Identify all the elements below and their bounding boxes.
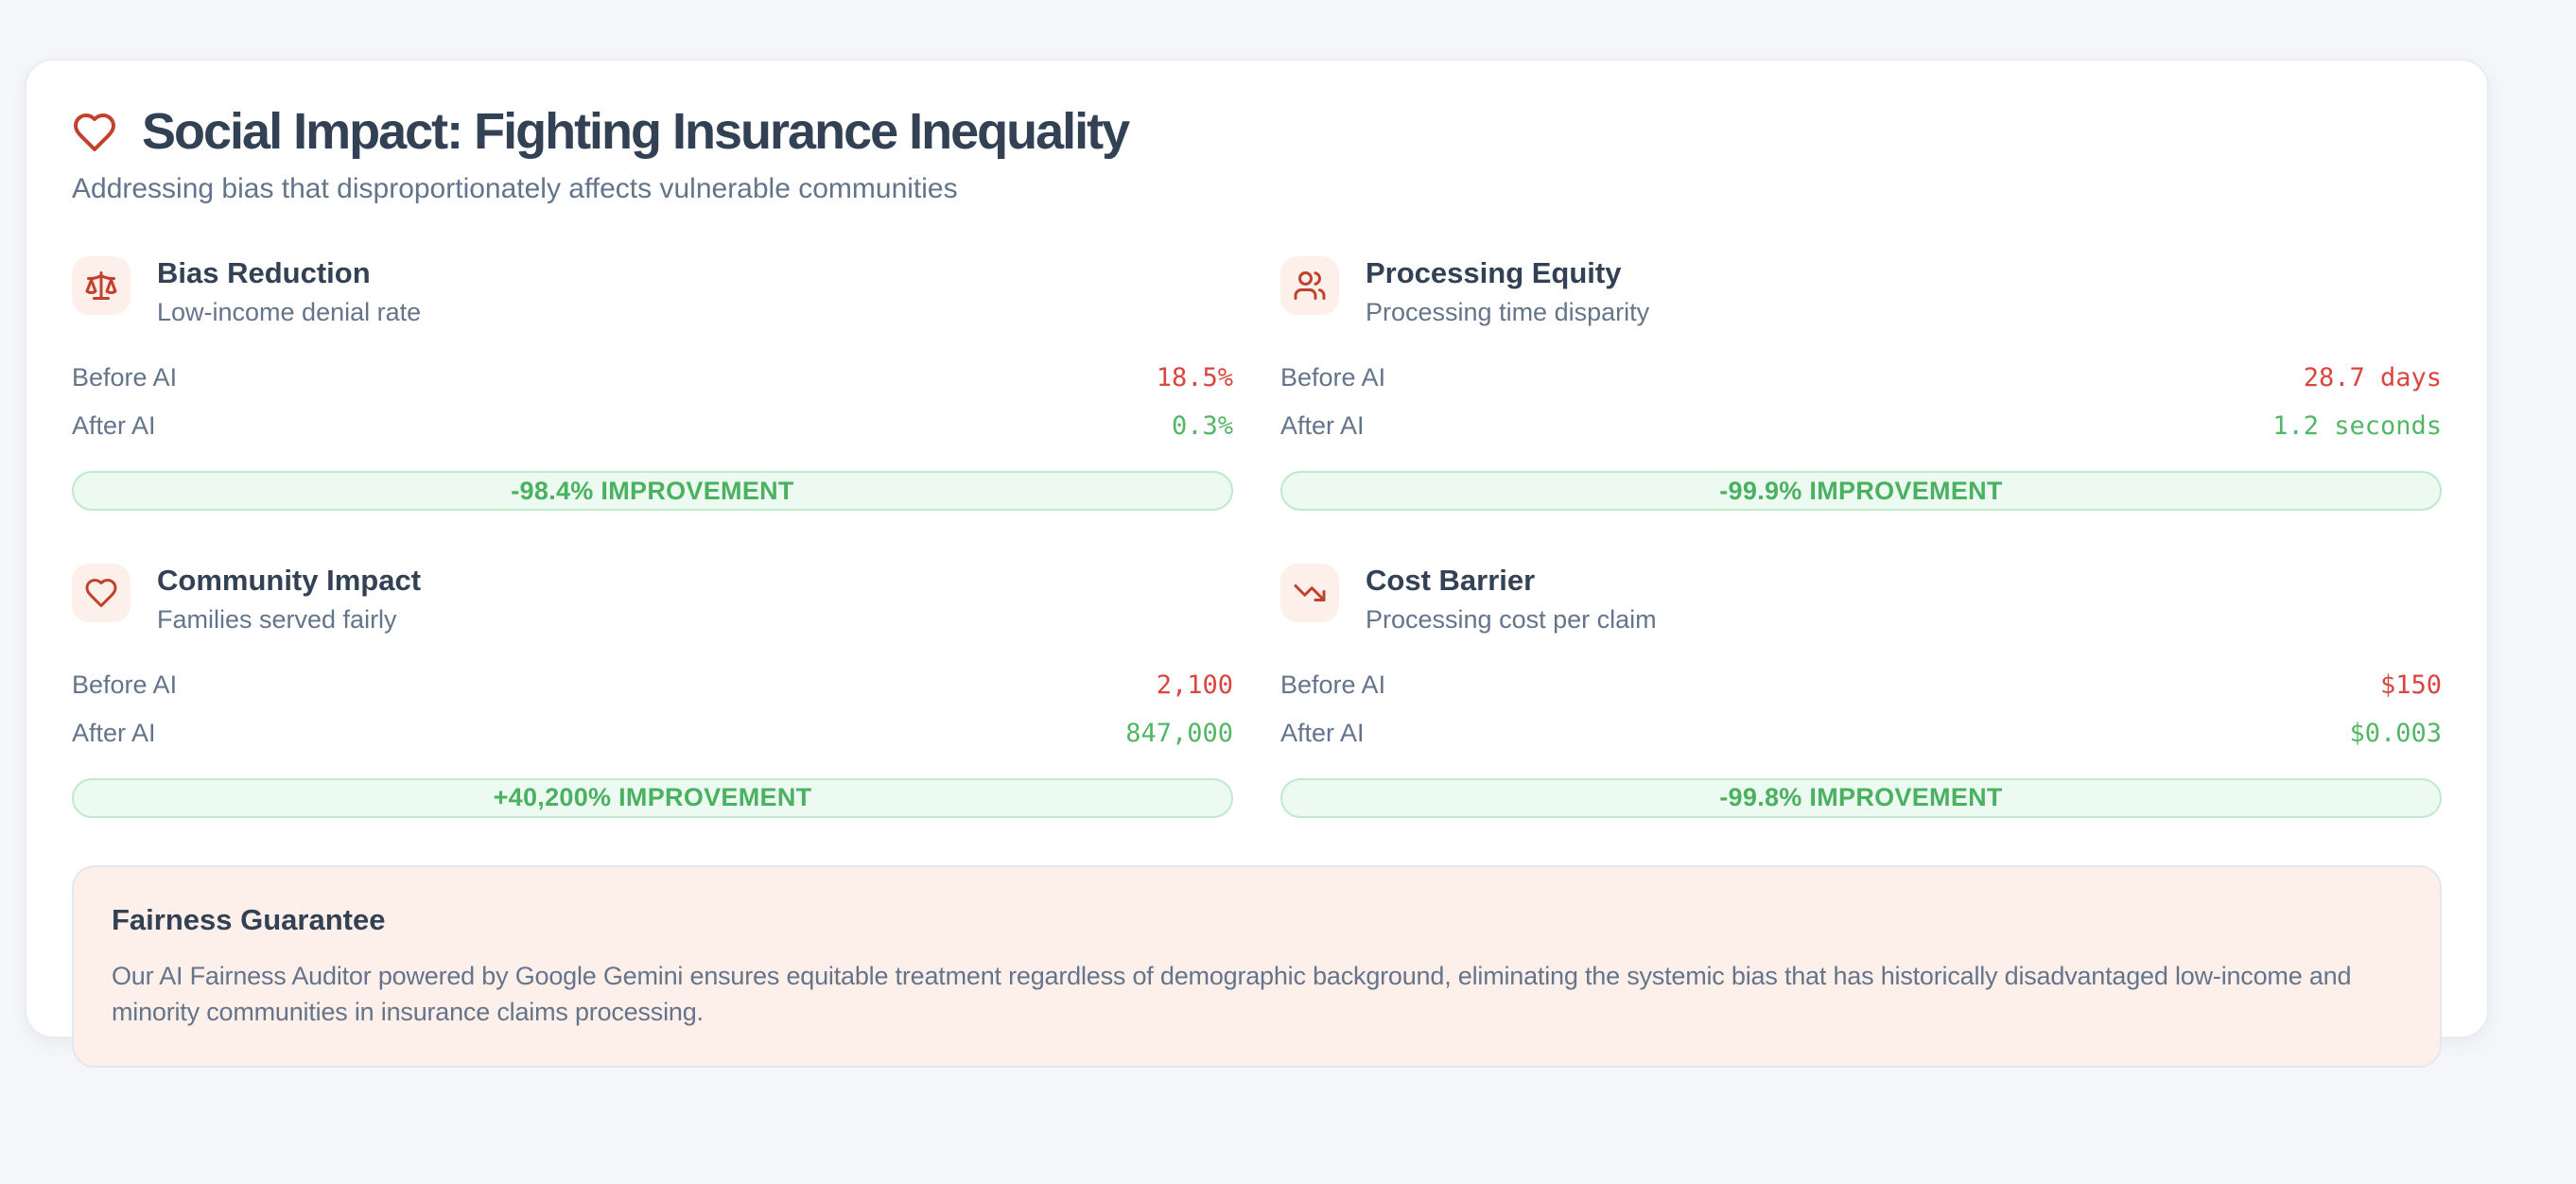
before-value: 28.7 days: [2303, 363, 2442, 393]
page-subtitle: Addressing bias that disproportionately …: [72, 173, 958, 205]
metric-subtitle: Low-income denial rate: [157, 298, 422, 327]
after-label: After AI: [72, 718, 156, 747]
metric-header: Processing Equity Processing time dispar…: [1280, 256, 2442, 327]
before-label: Before AI: [1280, 363, 1386, 392]
users-icon: [1280, 256, 1339, 316]
metric-header: Cost Barrier Processing cost per claim: [1280, 564, 2442, 635]
after-value: $0.003: [2349, 718, 2442, 748]
card-header: Social Impact: Fighting Insurance Inequa…: [72, 103, 2442, 205]
before-row: Before AI $150: [1280, 661, 2442, 709]
before-row: Before AI 28.7 days: [1280, 354, 2442, 402]
metric-bias-reduction: Bias Reduction Low-income denial rate Be…: [72, 256, 1233, 512]
before-row: Before AI 2,100: [72, 661, 1233, 709]
after-value: 1.2 seconds: [2272, 411, 2442, 442]
metric-subtitle: Processing cost per claim: [1366, 604, 1657, 634]
scale-icon: [72, 256, 131, 316]
metric-cost-barrier: Cost Barrier Processing cost per claim B…: [1280, 564, 2442, 818]
metric-title: Processing Equity: [1366, 256, 1622, 290]
after-row: After AI 847,000: [72, 709, 1233, 757]
improvement-badge: -99.9% IMPROVEMENT: [1280, 471, 2442, 512]
fairness-guarantee-panel: Fairness Guarantee Our AI Fairness Audit…: [72, 864, 2442, 1069]
after-label: After AI: [1280, 718, 1365, 747]
metric-title: Bias Reduction: [157, 256, 371, 290]
heart-icon: [72, 110, 117, 155]
before-label: Before AI: [1280, 670, 1386, 699]
after-row: After AI 0.3%: [72, 402, 1233, 450]
before-value: 18.5%: [1156, 363, 1233, 393]
after-row: After AI 1.2 seconds: [1280, 402, 2442, 450]
improvement-badge: -98.4% IMPROVEMENT: [72, 471, 1233, 512]
trending-down-icon: [1280, 564, 1339, 623]
metric-title: Cost Barrier: [1366, 564, 1536, 598]
metric-subtitle: Processing time disparity: [1366, 298, 1650, 327]
fairness-title: Fairness Guarantee: [112, 902, 386, 936]
before-label: Before AI: [72, 363, 178, 392]
heart-icon: [72, 564, 131, 623]
after-label: After AI: [1280, 411, 1365, 441]
after-row: After AI $0.003: [1280, 709, 2442, 757]
improvement-badge: +40,200% IMPROVEMENT: [72, 777, 1233, 818]
fairness-body: Our AI Fairness Auditor powered by Googl…: [112, 961, 2352, 1026]
metric-header: Bias Reduction Low-income denial rate: [72, 256, 1233, 327]
page-title: Social Impact: Fighting Insurance Inequa…: [142, 103, 1130, 160]
before-value: 2,100: [1156, 670, 1233, 700]
metric-community-impact: Community Impact Families served fairly …: [72, 564, 1233, 818]
metric-subtitle: Families served fairly: [157, 604, 397, 634]
after-label: After AI: [72, 411, 156, 441]
improvement-badge: -99.8% IMPROVEMENT: [1280, 777, 2442, 818]
social-impact-card: Social Impact: Fighting Insurance Inequa…: [25, 59, 2489, 1069]
metric-processing-equity: Processing Equity Processing time dispar…: [1280, 256, 2442, 512]
after-value: 0.3%: [1171, 411, 1233, 442]
metric-header: Community Impact Families served fairly: [72, 564, 1233, 635]
after-value: 847,000: [1125, 718, 1233, 748]
before-value: $150: [2379, 670, 2442, 700]
metrics-grid: Bias Reduction Low-income denial rate Be…: [72, 256, 2442, 818]
before-label: Before AI: [72, 670, 178, 699]
metric-title: Community Impact: [157, 564, 422, 598]
before-row: Before AI 18.5%: [72, 354, 1233, 402]
